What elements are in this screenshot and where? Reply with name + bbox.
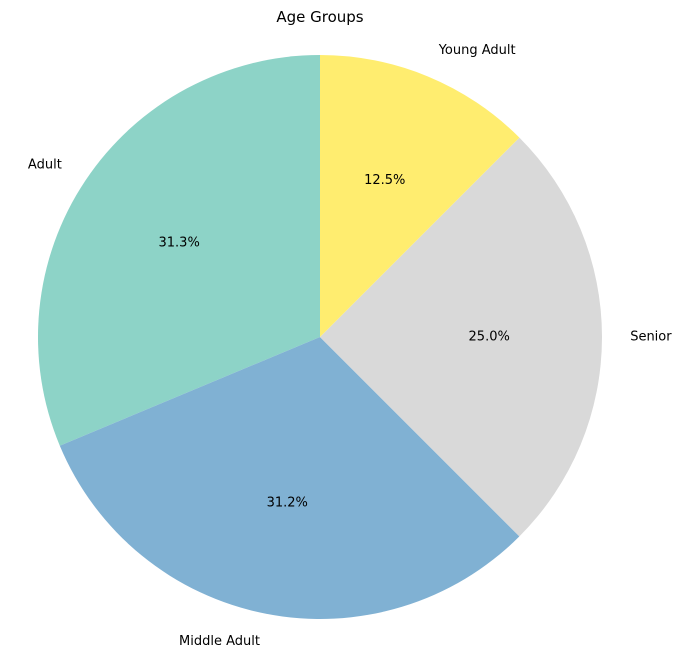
chart-title: Age Groups <box>276 8 363 26</box>
slice-label-young-adult: Young Adult <box>438 43 516 58</box>
pie-slices <box>37 55 602 619</box>
pie-labels: Adult 31.3% Middle Adult 31.2% Senior 25.0% Yo… <box>28 43 672 649</box>
pie-slice-adult <box>37 55 321 446</box>
slice-label-middle-adult: Middle Adult <box>179 634 260 649</box>
pie-slice-senior <box>320 137 602 537</box>
slice-label-senior: Senior <box>630 330 672 345</box>
pie-slice-middle-adult <box>59 337 520 619</box>
slice-pct-label-senior: 25.0% <box>469 330 510 345</box>
slice-pct-label-young-adult: 12.5% <box>364 173 405 188</box>
pie-slice-young-adult <box>320 55 520 337</box>
slice-pct-label-adult: 31.3% <box>159 236 200 251</box>
slice-pct-label-middle-adult: 31.2% <box>267 496 308 511</box>
slice-label-adult: Adult <box>28 158 62 173</box>
